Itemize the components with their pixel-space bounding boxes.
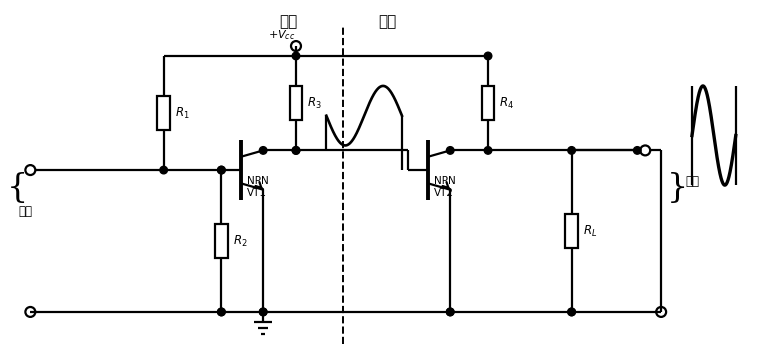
Circle shape bbox=[446, 308, 454, 316]
Bar bbox=[290, 86, 303, 120]
Text: $R_{1}$: $R_{1}$ bbox=[175, 105, 190, 121]
Text: $+V_{cc}$: $+V_{cc}$ bbox=[268, 28, 296, 42]
Text: 后级: 后级 bbox=[379, 14, 396, 29]
Circle shape bbox=[260, 147, 267, 154]
Circle shape bbox=[292, 147, 300, 154]
Text: $R_{L}$: $R_{L}$ bbox=[583, 224, 598, 239]
Text: {: { bbox=[7, 172, 28, 204]
Text: $R_{3}$: $R_{3}$ bbox=[307, 95, 322, 111]
Text: $R_{2}$: $R_{2}$ bbox=[233, 234, 247, 248]
Circle shape bbox=[446, 308, 454, 316]
Circle shape bbox=[217, 166, 225, 174]
Circle shape bbox=[160, 166, 167, 174]
Circle shape bbox=[485, 52, 492, 60]
Circle shape bbox=[568, 308, 575, 316]
Circle shape bbox=[217, 166, 225, 174]
Circle shape bbox=[634, 147, 641, 154]
Circle shape bbox=[217, 308, 225, 316]
Bar bbox=[157, 96, 170, 130]
Circle shape bbox=[260, 308, 267, 316]
Circle shape bbox=[568, 308, 575, 316]
Text: 输入: 输入 bbox=[18, 205, 32, 218]
Text: $R_{4}$: $R_{4}$ bbox=[499, 95, 515, 111]
Circle shape bbox=[568, 147, 575, 154]
Circle shape bbox=[485, 147, 492, 154]
Circle shape bbox=[292, 52, 300, 60]
Circle shape bbox=[260, 308, 267, 316]
Bar bbox=[565, 214, 578, 248]
Text: 前级: 前级 bbox=[279, 14, 297, 29]
Circle shape bbox=[446, 147, 454, 154]
Bar bbox=[482, 86, 495, 120]
Text: 输出: 输出 bbox=[685, 175, 699, 189]
Text: }: } bbox=[667, 172, 688, 204]
Text: NPN
VT1: NPN VT1 bbox=[247, 176, 269, 198]
Bar bbox=[215, 224, 228, 258]
Circle shape bbox=[292, 147, 300, 154]
Circle shape bbox=[217, 308, 225, 316]
Text: NPN
VT2: NPN VT2 bbox=[434, 176, 456, 198]
